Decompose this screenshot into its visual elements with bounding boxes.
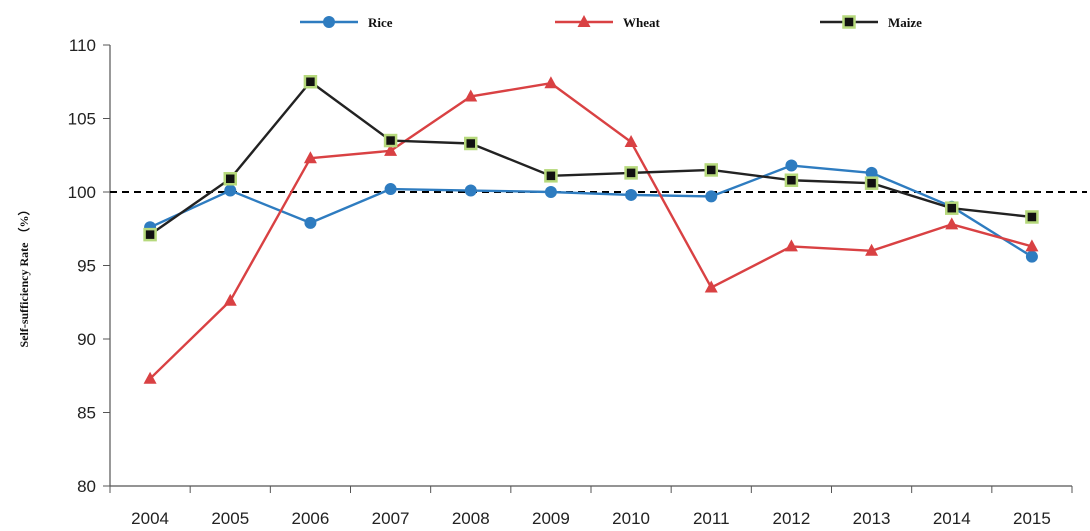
wheat-point: [303, 151, 317, 164]
legend-marker-rice: [323, 16, 335, 28]
wheat-point: [384, 143, 398, 156]
wheat-point: [143, 371, 157, 384]
x-tick-label: 2007: [372, 509, 410, 528]
wheat-point: [544, 76, 558, 89]
legend-label-wheat: Wheat: [623, 15, 661, 30]
legend-item-rice: Rice: [300, 15, 393, 30]
series-wheat: [143, 76, 1039, 384]
legend: Rice Wheat Maize: [300, 15, 922, 30]
wheat-point: [945, 217, 959, 230]
rice-point: [785, 159, 798, 172]
wheat-point: [464, 89, 478, 102]
x-tick-label: 2014: [933, 509, 971, 528]
x-tick-label: 2013: [853, 509, 891, 528]
y-axis-title: Self-sufficiency Rate （%）: [16, 204, 31, 348]
maize-point: [864, 176, 879, 190]
maize-point: [704, 163, 718, 177]
y-tick-label: 90: [77, 330, 96, 349]
rice-point: [1025, 250, 1038, 263]
maize-point: [624, 166, 638, 180]
y-tick-label: 100: [68, 183, 96, 202]
rice-point: [865, 166, 878, 179]
series-layer: [143, 75, 1039, 384]
rice-point: [625, 188, 638, 201]
legend-label-rice: Rice: [368, 15, 393, 30]
maize-point: [143, 227, 157, 242]
legend-marker-maize: [842, 15, 856, 29]
x-tick-label: 2009: [532, 509, 570, 528]
x-tick-label: 2011: [693, 509, 730, 528]
y-tick-label: 80: [77, 477, 96, 496]
wheat-point: [704, 280, 718, 293]
maize-point: [945, 201, 959, 215]
x-tick-label: 2005: [211, 509, 249, 528]
maize-point: [383, 133, 398, 148]
rice-point: [705, 190, 718, 203]
maize-point: [544, 169, 558, 183]
rice-point: [544, 186, 557, 198]
rice-point: [464, 184, 477, 197]
wheat-point: [784, 239, 798, 252]
maize-point: [223, 172, 237, 186]
maize-point: [1025, 210, 1039, 224]
legend-item-maize: Maize: [820, 15, 922, 30]
legend-marker-wheat: [577, 15, 591, 27]
x-tick-label: 2006: [292, 509, 330, 528]
maize-line: [149, 80, 1033, 236]
y-tick-label: 110: [69, 36, 96, 55]
series-maize: [143, 75, 1039, 242]
wheat-point: [1025, 239, 1039, 252]
maize-point: [303, 75, 318, 89]
y-ticks: 80 85 90 95 100 105 110: [68, 36, 110, 496]
wheat-point: [223, 293, 237, 306]
legend-label-maize: Maize: [888, 15, 922, 30]
y-tick-label: 105: [68, 110, 96, 129]
maize-point: [784, 173, 799, 187]
maize-point: [464, 136, 478, 151]
x-tick-label: 2010: [612, 509, 650, 528]
wheat-line: [149, 82, 1033, 380]
rice-point: [304, 216, 317, 229]
x-ticks: 2004 2005 2006 2007 2008 2009 2010 2011 2012 2013…: [109, 486, 1073, 528]
x-tick-label: 2015: [1013, 509, 1051, 528]
x-tick-label: 2004: [131, 509, 169, 528]
wheat-point: [624, 135, 638, 148]
rice-point: [384, 183, 397, 196]
legend-item-wheat: Wheat: [555, 15, 661, 30]
y-tick-label: 95: [77, 257, 96, 276]
y-tick-label: 85: [77, 404, 96, 423]
rice-line: [149, 164, 1033, 258]
rice-point: [224, 184, 237, 197]
x-tick-label: 2012: [773, 509, 811, 528]
x-tick-label: 2008: [452, 509, 490, 528]
wheat-point: [865, 243, 879, 256]
